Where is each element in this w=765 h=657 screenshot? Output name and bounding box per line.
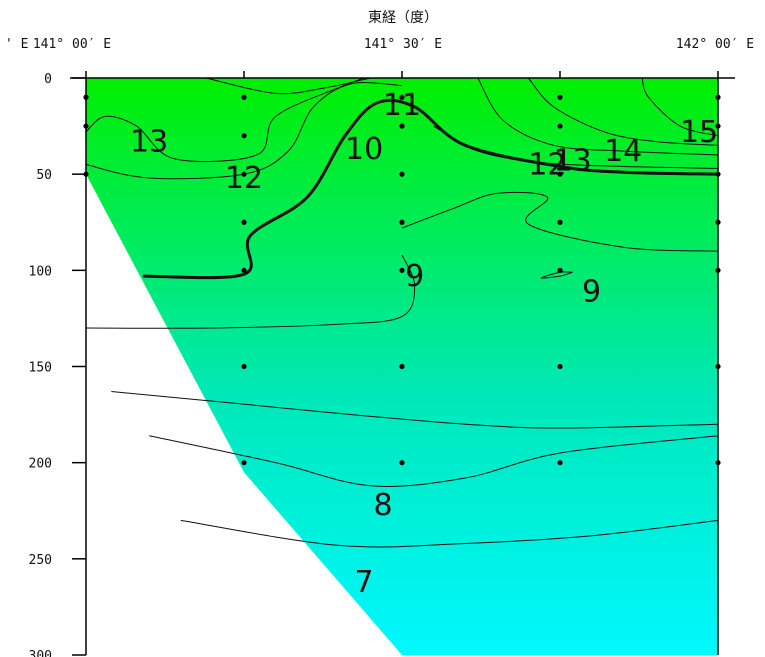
sample-point: [557, 94, 563, 100]
sample-point: [241, 267, 247, 273]
y-tick-label: 150: [29, 361, 52, 376]
isotherm-8: [111, 391, 719, 429]
sample-point: [399, 460, 405, 466]
contour-label: 7: [355, 565, 374, 600]
isotherm-9: [85, 254, 416, 329]
isotherm-lines: [85, 77, 719, 548]
contour-label: 13: [554, 144, 592, 179]
y-tick-label: 250: [29, 553, 52, 568]
sample-point: [557, 219, 563, 225]
sample-point: [557, 363, 563, 370]
axes: ' E 141° 00′ E 141° 30′ E 142° 00′ E 0 50 100 1…: [5, 37, 754, 657]
isotherm-7: [180, 519, 719, 548]
sample-point: [241, 171, 247, 177]
isotherm-8: [149, 435, 719, 487]
sample-point: [399, 219, 405, 225]
x-tick-label: ' E: [5, 37, 28, 52]
sample-point: [241, 460, 247, 466]
sample-point: [241, 363, 247, 370]
sampling-stations: [83, 94, 721, 466]
y-tick-label: 200: [29, 457, 52, 472]
isotherm-13: [477, 77, 719, 156]
isotherm-13: [85, 77, 365, 163]
contour-label: 9: [405, 259, 424, 294]
isotherm-10: [205, 77, 371, 95]
sample-point: [557, 123, 563, 129]
contour-label: 10: [345, 132, 383, 167]
isotherm-15: [641, 77, 719, 137]
isotherm-14: [528, 77, 719, 146]
contour-label: 12: [225, 161, 263, 196]
isotherm-9: [540, 271, 573, 279]
sample-point: [241, 133, 247, 139]
sample-point: [399, 363, 405, 370]
sample-point: [557, 171, 563, 177]
sample-point: [557, 460, 563, 466]
sample-point: [399, 94, 405, 100]
contour-label: 9: [582, 274, 601, 309]
sample-point: [399, 171, 405, 177]
y-tick-label: 300: [29, 649, 52, 657]
sample-point: [557, 267, 563, 273]
sample-point: [399, 267, 405, 273]
contour-label: 14: [604, 134, 642, 169]
sample-point: [241, 219, 247, 225]
sample-point: [399, 123, 405, 129]
y-tick-label: 100: [29, 264, 52, 279]
x-axis-title: 東経（度）: [368, 10, 438, 26]
x-tick-label: 141° 30′ E: [364, 37, 442, 52]
x-tick-label: 141° 00′ E: [33, 37, 111, 52]
sample-point: [241, 94, 247, 100]
isotherm-11: [142, 98, 719, 280]
isotherm-9: [401, 191, 719, 252]
y-tick-label: 50: [36, 168, 52, 183]
contour-label: 12: [528, 148, 566, 183]
y-tick-label: 0: [44, 72, 52, 87]
contour-label: 8: [373, 488, 392, 523]
isotherm-12: [85, 82, 403, 180]
x-tick-label: 142° 00′ E: [676, 37, 754, 52]
contour-label: 11: [383, 88, 421, 123]
contour-label: 13: [130, 124, 168, 159]
contour-label: 15: [680, 115, 718, 150]
